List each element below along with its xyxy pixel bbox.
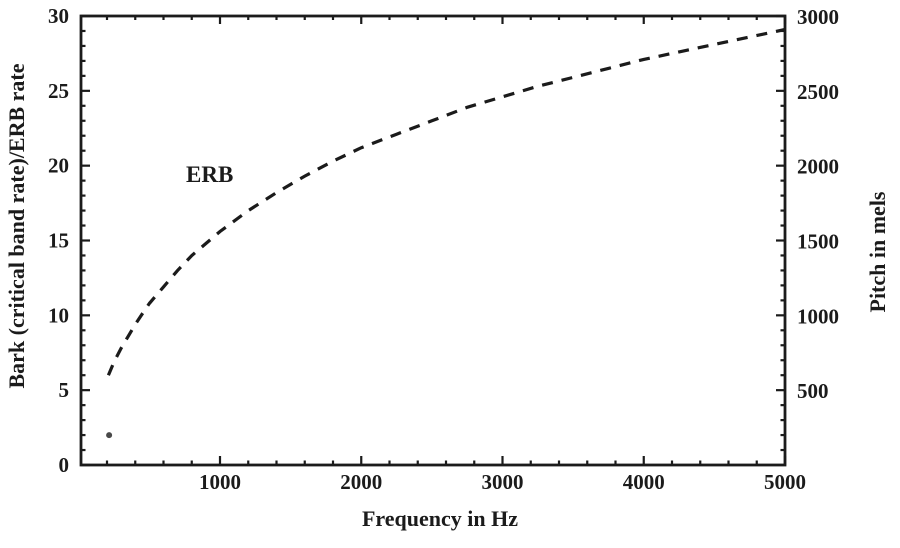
x-tick-label: 2000 [340, 470, 382, 494]
y-left-tick-label: 30 [48, 4, 69, 28]
curve-label-erb: ERB [186, 161, 234, 187]
y-left-tick-label: 10 [48, 303, 69, 327]
y-left-tick-label: 25 [48, 79, 69, 103]
y-right-tick-label: 1000 [797, 304, 839, 328]
y-left-tick-label: 20 [48, 154, 69, 178]
plot-frame [79, 14, 787, 467]
x-axis-title: Frequency in Hz [361, 506, 519, 531]
x-tick-label: 4000 [623, 470, 665, 494]
x-tick-label: 5000 [764, 470, 806, 494]
y-left-tick-label: 0 [59, 453, 70, 477]
y-right-tick-label: 3000 [797, 5, 839, 29]
x-tick-label: 1000 [199, 470, 241, 494]
right-axis-title: Pitch in mels [865, 191, 890, 313]
y-left-tick-label: 15 [48, 229, 69, 253]
x-tick-label: 3000 [482, 470, 524, 494]
stray-mark [106, 432, 113, 439]
y-right-tick-label: 2000 [797, 155, 839, 179]
y-left-tick-label: 5 [59, 378, 70, 402]
y-right-tick-label: 1500 [797, 230, 839, 254]
y-right-tick-label: 500 [797, 379, 829, 403]
erb-curve [106, 27, 786, 376]
left-axis-title: Bark (critical band rate)/ERB rate [4, 63, 29, 389]
y-right-tick-label: 2500 [797, 80, 839, 104]
